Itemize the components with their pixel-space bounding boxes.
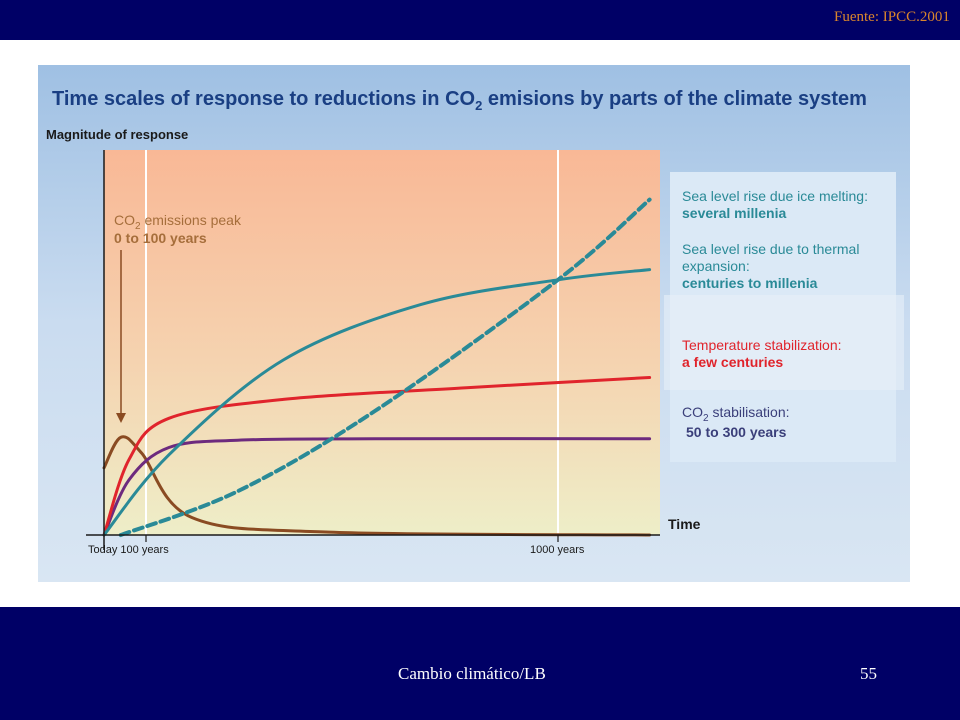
legend-temperature-detail: a few centuries xyxy=(682,354,783,370)
source-note: Fuente: IPCC.2001 xyxy=(834,9,950,25)
page-number: 55 xyxy=(860,664,877,683)
bottom-band xyxy=(0,607,960,720)
legend-thermal-label: Sea level rise due to thermal xyxy=(682,241,859,257)
legend-co2-detail: 50 to 300 years xyxy=(686,424,787,440)
series-layer xyxy=(102,197,652,537)
series-line-temperature xyxy=(102,376,652,537)
plot-area xyxy=(104,150,660,535)
top-band xyxy=(0,0,960,40)
climate-response-chart: Time scales of response to reductions in… xyxy=(38,65,910,582)
annotation-arrow-head xyxy=(116,413,126,423)
x-tick-label-today: Today 100 years xyxy=(88,544,169,556)
y-axis-label: Magnitude of response xyxy=(46,127,188,142)
legend-ice-detail: several millenia xyxy=(682,205,787,221)
annotation-emissions-peak: CO2 emissions peak xyxy=(114,212,242,232)
series-line-ice-melting xyxy=(118,197,652,537)
footer-caption: Cambio climático/LB xyxy=(398,664,546,683)
legend-temperature-label: Temperature stabilization: xyxy=(682,337,842,353)
legend-co2-label: CO2 stabilisation: xyxy=(682,404,790,424)
annotation-emissions-range: 0 to 100 years xyxy=(114,230,207,246)
series-line-co2-concentration xyxy=(102,437,652,537)
figure: Time scales of response to reductions in… xyxy=(38,65,910,582)
legend-thermal-detail: centuries to millenia xyxy=(682,275,818,291)
legend-band xyxy=(664,295,904,390)
x-tick-label-1000: 1000 years xyxy=(530,544,585,556)
legend-thermal-label-2: expansion: xyxy=(682,258,750,274)
x-axis-label: Time xyxy=(668,516,701,532)
legend-ice-label: Sea level rise due ice melting: xyxy=(682,188,868,204)
chart-title: Time scales of response to reductions in… xyxy=(52,88,867,113)
